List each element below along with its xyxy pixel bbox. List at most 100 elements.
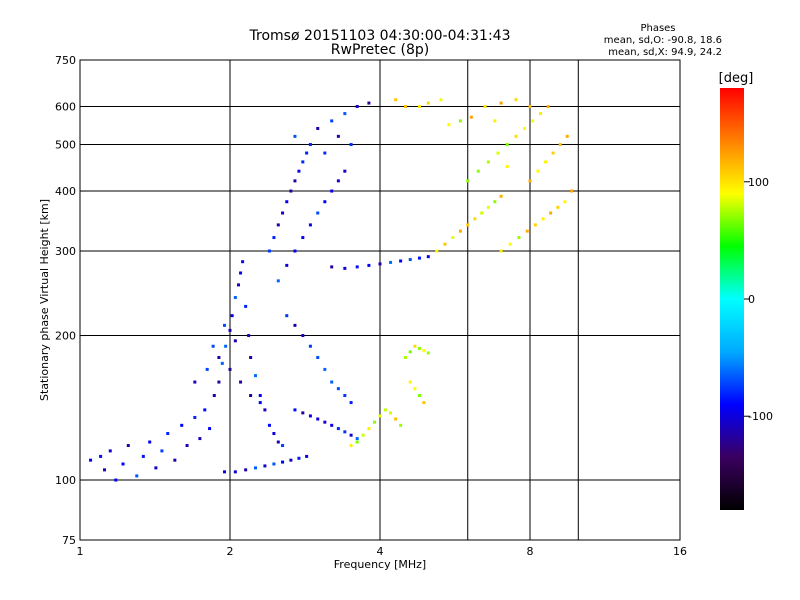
data-point-o — [316, 211, 320, 215]
data-point-x — [473, 217, 477, 221]
data-point-o — [305, 151, 309, 155]
data-point-o — [230, 314, 234, 318]
data-point-o — [281, 444, 285, 448]
data-point-o — [244, 468, 248, 472]
data-point-x — [367, 427, 371, 431]
data-point-x — [476, 169, 480, 173]
data-point-o — [135, 474, 139, 478]
data-point-x — [378, 414, 382, 418]
data-point-o — [343, 266, 347, 270]
y-tick-label: 400 — [55, 185, 76, 198]
data-point-x — [399, 423, 403, 427]
data-point-x — [541, 217, 545, 221]
data-points — [89, 98, 574, 482]
data-point-o — [323, 151, 327, 155]
data-point-o — [330, 189, 334, 193]
data-point-o — [205, 367, 209, 371]
data-point-x — [486, 205, 490, 209]
data-point-x — [549, 211, 553, 215]
data-point-o — [417, 256, 421, 260]
colorbar-ticks: 100 0 -100 — [744, 176, 773, 423]
data-point-x — [408, 380, 412, 384]
data-point-o — [154, 466, 158, 470]
data-point-o — [355, 437, 359, 441]
data-point-o — [203, 408, 207, 412]
data-point-o — [148, 440, 152, 444]
data-point-o — [426, 255, 430, 259]
data-point-o — [223, 323, 227, 327]
data-point-x — [417, 346, 421, 350]
data-point-x — [514, 98, 518, 102]
data-point-x — [483, 105, 487, 109]
data-point-o — [141, 454, 145, 458]
data-point-o — [249, 355, 253, 359]
data-point-x — [349, 444, 353, 448]
data-point-x — [544, 160, 548, 164]
data-point-o — [241, 260, 245, 264]
data-point-o — [166, 432, 170, 436]
data-point-o — [293, 249, 297, 253]
colorbar-tick-label: 100 — [748, 176, 769, 189]
data-point-o — [276, 279, 280, 283]
data-point-x — [505, 143, 509, 147]
data-point-o — [330, 265, 334, 269]
data-point-o — [249, 394, 253, 398]
data-point-o — [285, 263, 289, 267]
data-point-o — [233, 296, 237, 300]
data-point-x — [413, 344, 417, 348]
data-point-o — [276, 223, 280, 227]
x-tick-label: 4 — [377, 545, 384, 558]
data-point-x — [539, 112, 543, 116]
data-point-o — [267, 423, 271, 427]
data-point-x — [551, 151, 555, 155]
data-point-o — [301, 236, 305, 240]
data-point-x — [422, 349, 426, 353]
data-point-x — [514, 134, 518, 138]
data-point-x — [394, 98, 398, 102]
data-point-x — [413, 387, 417, 391]
data-point-x — [417, 105, 421, 109]
data-point-o — [180, 423, 184, 427]
data-point-x — [528, 179, 532, 183]
grid-lines — [80, 60, 680, 540]
data-point-x — [417, 394, 421, 398]
y-tick-label: 300 — [55, 245, 76, 258]
x-tick-label: 2 — [227, 545, 234, 558]
data-point-o — [239, 380, 243, 384]
y-axis-ticks: 75 100 200 300 400 500 600 750 — [55, 54, 86, 547]
data-point-o — [336, 179, 340, 183]
data-point-o — [330, 423, 334, 427]
data-point-o — [330, 119, 334, 123]
data-point-o — [308, 143, 312, 147]
data-point-o — [316, 417, 320, 421]
data-point-x — [508, 242, 512, 246]
data-point-o — [408, 258, 412, 262]
data-point-x — [458, 229, 462, 233]
data-point-x — [439, 98, 443, 102]
data-point-o — [103, 468, 107, 472]
data-point-o — [263, 408, 267, 412]
data-point-o — [258, 401, 262, 405]
data-point-o — [247, 334, 251, 338]
y-tick-label: 200 — [55, 330, 76, 343]
data-point-o — [323, 367, 327, 371]
data-point-x — [373, 420, 377, 424]
data-point-o — [285, 200, 289, 204]
data-point-o — [193, 380, 197, 384]
data-point-o — [293, 179, 297, 183]
data-point-o — [285, 314, 289, 318]
y-axis-label: Stationary phase Virtual Height [km] — [38, 199, 51, 401]
data-point-o — [349, 401, 353, 405]
data-point-x — [443, 242, 447, 246]
colorbar-tick-label: -100 — [748, 410, 773, 423]
data-point-x — [570, 189, 574, 193]
data-point-o — [228, 367, 232, 371]
data-point-x — [533, 223, 537, 227]
data-point-x — [528, 105, 532, 109]
data-point-o — [349, 143, 353, 147]
data-point-o — [343, 394, 347, 398]
data-point-o — [108, 449, 112, 453]
data-point-o — [236, 283, 240, 287]
data-point-x — [493, 200, 497, 204]
data-point-x — [556, 205, 560, 209]
